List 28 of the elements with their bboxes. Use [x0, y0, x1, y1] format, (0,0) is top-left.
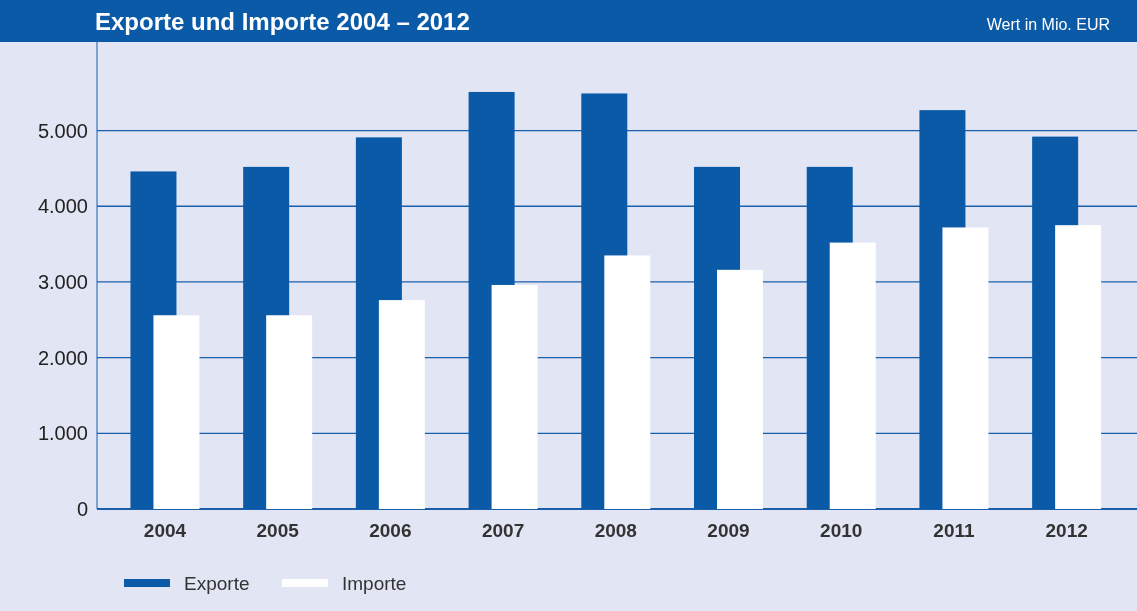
bar: [829, 242, 876, 509]
x-tick-label: 2007: [481, 520, 525, 541]
bar: [604, 255, 651, 509]
legend-label: Importe: [342, 573, 407, 594]
x-tick-label: 2005: [256, 520, 300, 541]
x-tick-label: 2008: [594, 520, 637, 541]
x-tick-label: 2004: [143, 520, 187, 541]
bar: [491, 284, 538, 509]
bar: [942, 227, 989, 509]
bar: [378, 300, 425, 509]
y-tick-label: 3.000: [37, 270, 88, 293]
x-tick-label: 2012: [1045, 520, 1088, 541]
bar: [1055, 225, 1102, 509]
y-tick-label: 0: [76, 498, 88, 520]
bar: [266, 315, 313, 509]
x-tick-label: 2009: [707, 520, 750, 541]
bar: [717, 269, 764, 509]
y-tick-label: 1.000: [37, 422, 88, 445]
chart-title: Exporte und Importe 2004 – 2012: [95, 8, 470, 35]
y-tick-label: 5.000: [37, 119, 88, 142]
chart-subtitle: Wert in Mio. EUR: [986, 16, 1110, 33]
x-tick-label: 2010: [820, 520, 863, 541]
y-tick-label: 4.000: [37, 195, 88, 218]
y-tick-label: 2.000: [37, 346, 88, 369]
legend-label: Exporte: [184, 573, 250, 594]
bar: [153, 315, 200, 509]
x-tick-label: 2011: [933, 520, 975, 541]
x-tick-label: 2006: [369, 520, 412, 541]
